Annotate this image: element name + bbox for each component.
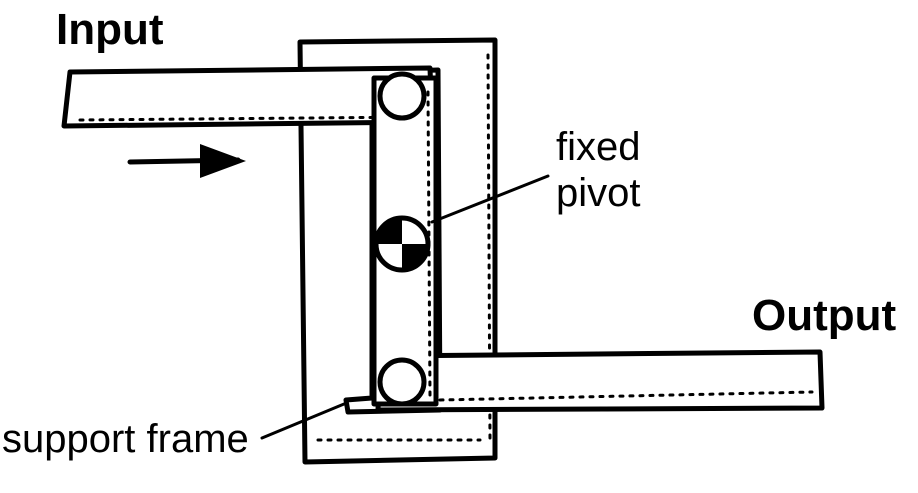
support-frame-label: support frame [2,417,249,461]
fixed-pivot-leader-line [430,174,550,224]
fixed-pivot-label-line1: fixed [556,125,641,169]
bottom-joint-circle [377,357,427,407]
input-label: Input [56,5,164,54]
input-lever [61,65,435,129]
support-frame-leader-line [260,402,346,440]
output-label: Output [752,291,897,340]
output-lever [375,349,825,413]
fixed-pivot-icon [373,215,431,273]
fixed-pivot-label-line2: pivot [556,171,641,215]
top-joint-circle [377,71,427,121]
input-direction-arrow-icon [127,144,246,178]
